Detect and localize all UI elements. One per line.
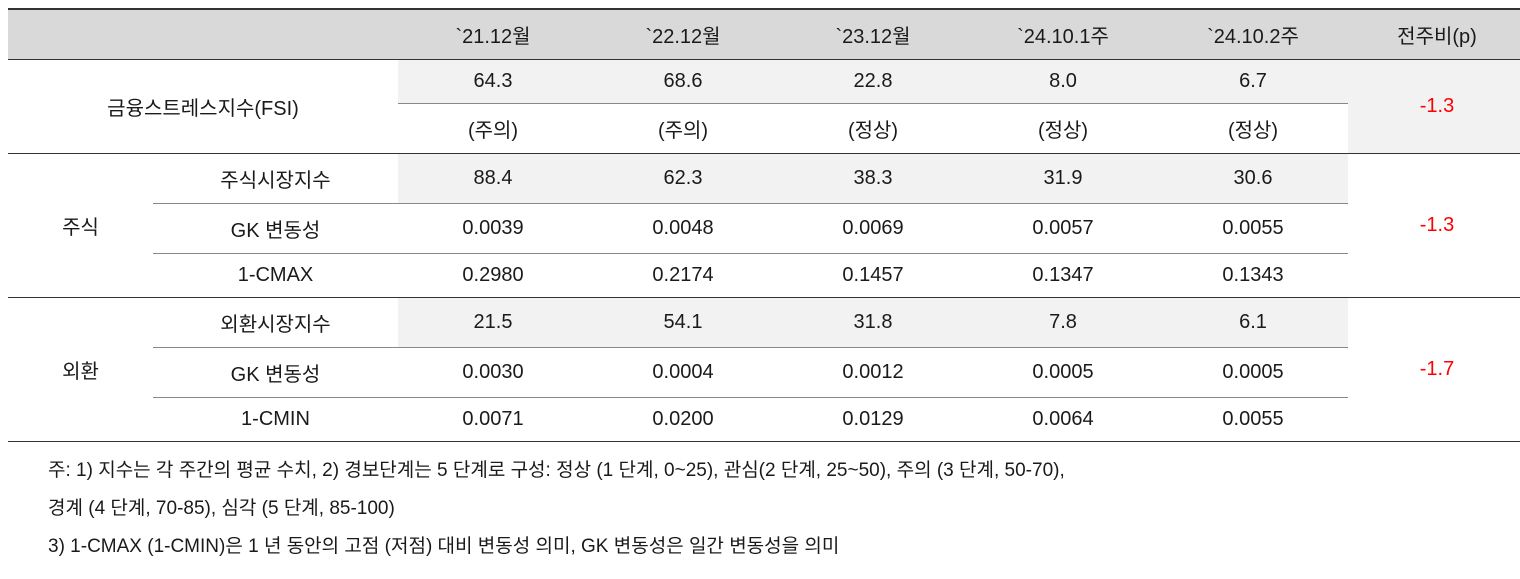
fsi-status: (주의) [398,104,588,154]
fsi-value-row: 금융스트레스지수(FSI) 64.3 68.6 22.8 8.0 6.7 -1.… [8,60,1520,104]
fx-cell: 7.8 [968,298,1158,348]
col-header: 전주비(p) [1348,9,1520,60]
stock-cell: 0.0055 [1158,204,1348,254]
fsi-status: (정상) [968,104,1158,154]
stock-cell: 0.2980 [398,254,588,298]
stock-cell: 38.3 [778,154,968,204]
fx-cell: 0.0200 [588,398,778,442]
fsi-status: (정상) [778,104,968,154]
stock-cell: 0.0057 [968,204,1158,254]
fsi-status: (주의) [588,104,778,154]
header-row: `21.12월 `22.12월 `23.12월 `24.10.1주 `24.10… [8,9,1520,60]
fx-wow: -1.7 [1348,298,1520,442]
fx-group-label: 외환 [8,298,153,442]
fx-sub-label: 1-CMIN [153,398,398,442]
fsi-value: 8.0 [968,60,1158,104]
fx-cell: 0.0030 [398,348,588,398]
stock-cell: 0.1347 [968,254,1158,298]
stock-cell: 0.0048 [588,204,778,254]
stock-cell: 0.0039 [398,204,588,254]
stock-cell: 0.2174 [588,254,778,298]
stock-cell: 62.3 [588,154,778,204]
footnote-line: 경계 (4 단계, 70-85), 심각 (5 단계, 85-100) [48,490,1492,528]
fx-cell: 21.5 [398,298,588,348]
stock-cell: 30.6 [1158,154,1348,204]
stock-wow: -1.3 [1348,154,1520,298]
stock-sub-label: GK 변동성 [153,204,398,254]
stock-cell: 0.1457 [778,254,968,298]
fsi-value: 68.6 [588,60,778,104]
stock-cell: 0.0069 [778,204,968,254]
fx-cell: 6.1 [1158,298,1348,348]
footnote-line: 주: 1) 지수는 각 주간의 평균 수치, 2) 경보단계는 5 단계로 구성… [48,452,1492,490]
header-blank [8,9,398,60]
fsi-value: 6.7 [1158,60,1348,104]
footnotes: 주: 1) 지수는 각 주간의 평균 수치, 2) 경보단계는 5 단계로 구성… [8,442,1512,571]
fx-cell: 0.0005 [968,348,1158,398]
fx-cell: 0.0005 [1158,348,1348,398]
stock-cell: 88.4 [398,154,588,204]
fx-sub-label: 외환시장지수 [153,298,398,348]
fx-row-1: GK 변동성 0.0030 0.0004 0.0012 0.0005 0.000… [8,348,1520,398]
fx-cell: 54.1 [588,298,778,348]
fx-cell: 31.8 [778,298,968,348]
stock-row-1: GK 변동성 0.0039 0.0048 0.0069 0.0057 0.005… [8,204,1520,254]
fx-cell: 0.0004 [588,348,778,398]
col-header: `24.10.1주 [968,9,1158,60]
col-header: `21.12월 [398,9,588,60]
col-header: `24.10.2주 [1158,9,1348,60]
stock-cell: 0.1343 [1158,254,1348,298]
fx-row-2: 1-CMIN 0.0071 0.0200 0.0129 0.0064 0.005… [8,398,1520,442]
fx-cell: 0.0055 [1158,398,1348,442]
stock-row-2: 1-CMAX 0.2980 0.2174 0.1457 0.1347 0.134… [8,254,1520,298]
stock-sub-label: 주식시장지수 [153,154,398,204]
fx-cell: 0.0071 [398,398,588,442]
stock-sub-label: 1-CMAX [153,254,398,298]
fx-sub-label: GK 변동성 [153,348,398,398]
fsi-status: (정상) [1158,104,1348,154]
fx-row-0: 외환 외환시장지수 21.5 54.1 31.8 7.8 6.1 -1.7 [8,298,1520,348]
fsi-wow: -1.3 [1348,60,1520,154]
fsi-table: `21.12월 `22.12월 `23.12월 `24.10.1주 `24.10… [8,8,1520,442]
fx-cell: 0.0064 [968,398,1158,442]
stock-cell: 31.9 [968,154,1158,204]
fx-cell: 0.0129 [778,398,968,442]
fsi-value: 22.8 [778,60,968,104]
fx-cell: 0.0012 [778,348,968,398]
fsi-label: 금융스트레스지수(FSI) [8,60,398,154]
col-header: `22.12월 [588,9,778,60]
footnote-line: 3) 1-CMAX (1-CMIN)은 1 년 동안의 고점 (저점) 대비 변… [48,528,1492,566]
stock-group-label: 주식 [8,154,153,298]
fsi-value: 64.3 [398,60,588,104]
col-header: `23.12월 [778,9,968,60]
stock-row-0: 주식 주식시장지수 88.4 62.3 38.3 31.9 30.6 -1.3 [8,154,1520,204]
